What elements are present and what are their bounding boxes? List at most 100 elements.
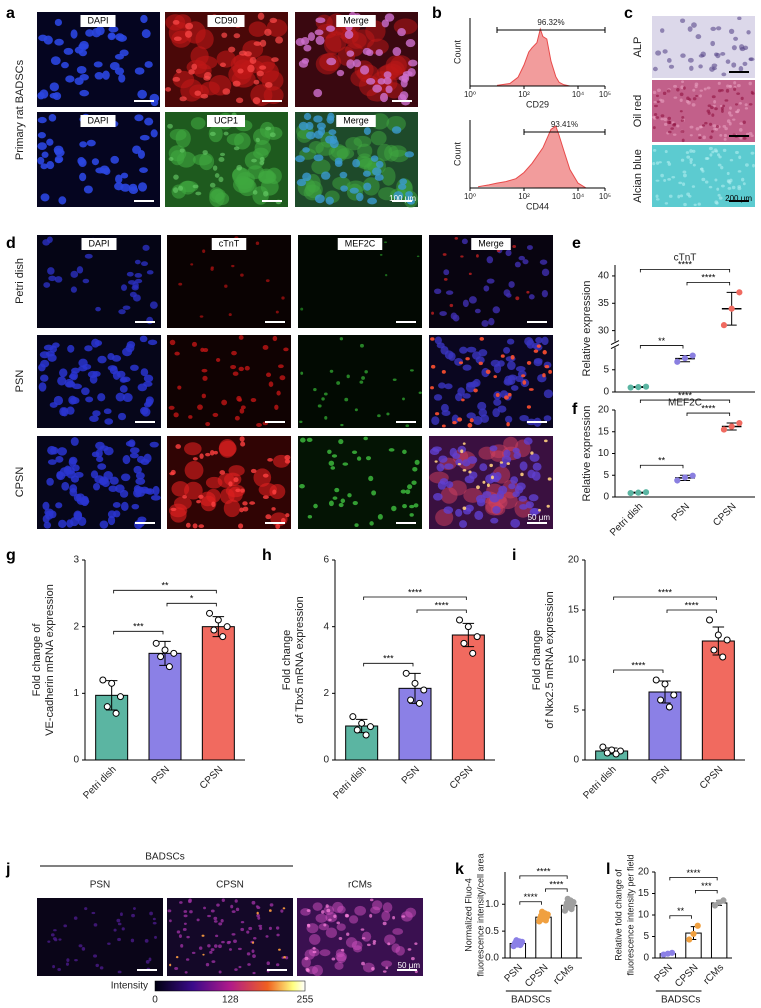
cell: [209, 131, 216, 137]
cell: [369, 521, 374, 526]
cell: [701, 124, 706, 127]
cell: [205, 476, 223, 489]
cell: [218, 157, 225, 162]
cell: [209, 449, 215, 456]
cell: [381, 19, 390, 28]
cell: [508, 281, 515, 288]
cell: [379, 92, 389, 103]
cell: [113, 928, 117, 932]
x-tick-label: CPSN: [448, 764, 475, 791]
x-tick-label: rCMs: [551, 962, 576, 987]
y-axis-label: Normalized Fluo-4: [463, 878, 473, 952]
cell: [265, 279, 270, 283]
cell: [61, 61, 69, 69]
cell: [385, 85, 393, 94]
cell: [324, 416, 328, 420]
cell: [359, 343, 364, 348]
cell: [135, 472, 145, 480]
cell: [478, 361, 483, 366]
y-axis-label: Relative expression: [581, 281, 593, 377]
cell: [666, 57, 672, 63]
cell: [38, 34, 48, 42]
cell: [207, 914, 211, 918]
cell: [212, 165, 218, 171]
cell: [298, 121, 309, 131]
colorbar: [154, 980, 306, 992]
cell: [430, 337, 435, 341]
cell: [473, 388, 478, 393]
cell: [728, 121, 732, 126]
label-box: [336, 15, 376, 27]
cell: [514, 261, 521, 268]
cell: [708, 185, 713, 189]
cell: [346, 374, 350, 379]
cell: [479, 337, 485, 341]
cell: [409, 369, 414, 372]
cell: [718, 89, 722, 93]
cell: [521, 374, 526, 378]
cell: [682, 182, 686, 186]
cell: [457, 387, 465, 396]
cell: [738, 155, 742, 160]
cell: [409, 504, 415, 509]
cell: [740, 96, 744, 101]
cell: [40, 193, 50, 202]
cell: [201, 368, 208, 373]
cell: [384, 13, 395, 22]
cell: [209, 187, 224, 203]
cell: [38, 382, 47, 392]
cell: [542, 373, 546, 378]
cell: [102, 70, 110, 80]
cell: [710, 40, 716, 47]
cell: [507, 361, 516, 371]
cell: [384, 274, 388, 277]
cell: [660, 173, 664, 178]
cell: [120, 376, 131, 383]
row-label: PSN: [14, 370, 26, 393]
image-label: DAPI: [87, 115, 108, 125]
cell: [732, 118, 736, 121]
cell: [475, 494, 486, 503]
cell: [307, 923, 311, 928]
cell: [659, 28, 665, 33]
cell: [325, 904, 329, 908]
cell: [323, 33, 342, 55]
cell: [186, 935, 190, 939]
significance-bracket: [416, 609, 467, 613]
cell: [240, 273, 244, 277]
cell: [667, 177, 672, 181]
cell: [372, 900, 383, 911]
cell: [144, 61, 153, 68]
data-point: [665, 703, 673, 711]
cell: [326, 57, 337, 66]
y-tick-label: 10: [638, 910, 650, 921]
cell: [117, 412, 127, 421]
cell: [386, 412, 390, 416]
scale-text: 200 μm: [725, 194, 752, 203]
cell: [221, 898, 225, 903]
cell: [386, 115, 406, 132]
cell: [198, 946, 203, 950]
data-point: [714, 631, 722, 639]
significance-bracket: [519, 875, 568, 879]
cell: [499, 461, 504, 464]
x-axis-label: CD44: [526, 201, 549, 211]
cell: [724, 126, 728, 131]
cell: [46, 236, 53, 244]
cell: [361, 931, 372, 942]
cell: [686, 155, 691, 159]
y-axis-label: Fold change of: [31, 623, 43, 697]
cell: [673, 84, 678, 88]
cell: [255, 905, 259, 908]
cell: [152, 917, 156, 921]
y-tick-label: 2: [73, 621, 79, 632]
x-tick-label: CPSN: [198, 764, 225, 791]
cell: [673, 122, 677, 126]
cell: [462, 299, 469, 308]
significance-label: **: [677, 906, 685, 916]
colorbar-tick: 255: [297, 995, 314, 1006]
y-tick-label: 5: [643, 931, 649, 942]
cell: [268, 909, 272, 912]
cell: [74, 471, 84, 478]
cell: [97, 393, 106, 402]
